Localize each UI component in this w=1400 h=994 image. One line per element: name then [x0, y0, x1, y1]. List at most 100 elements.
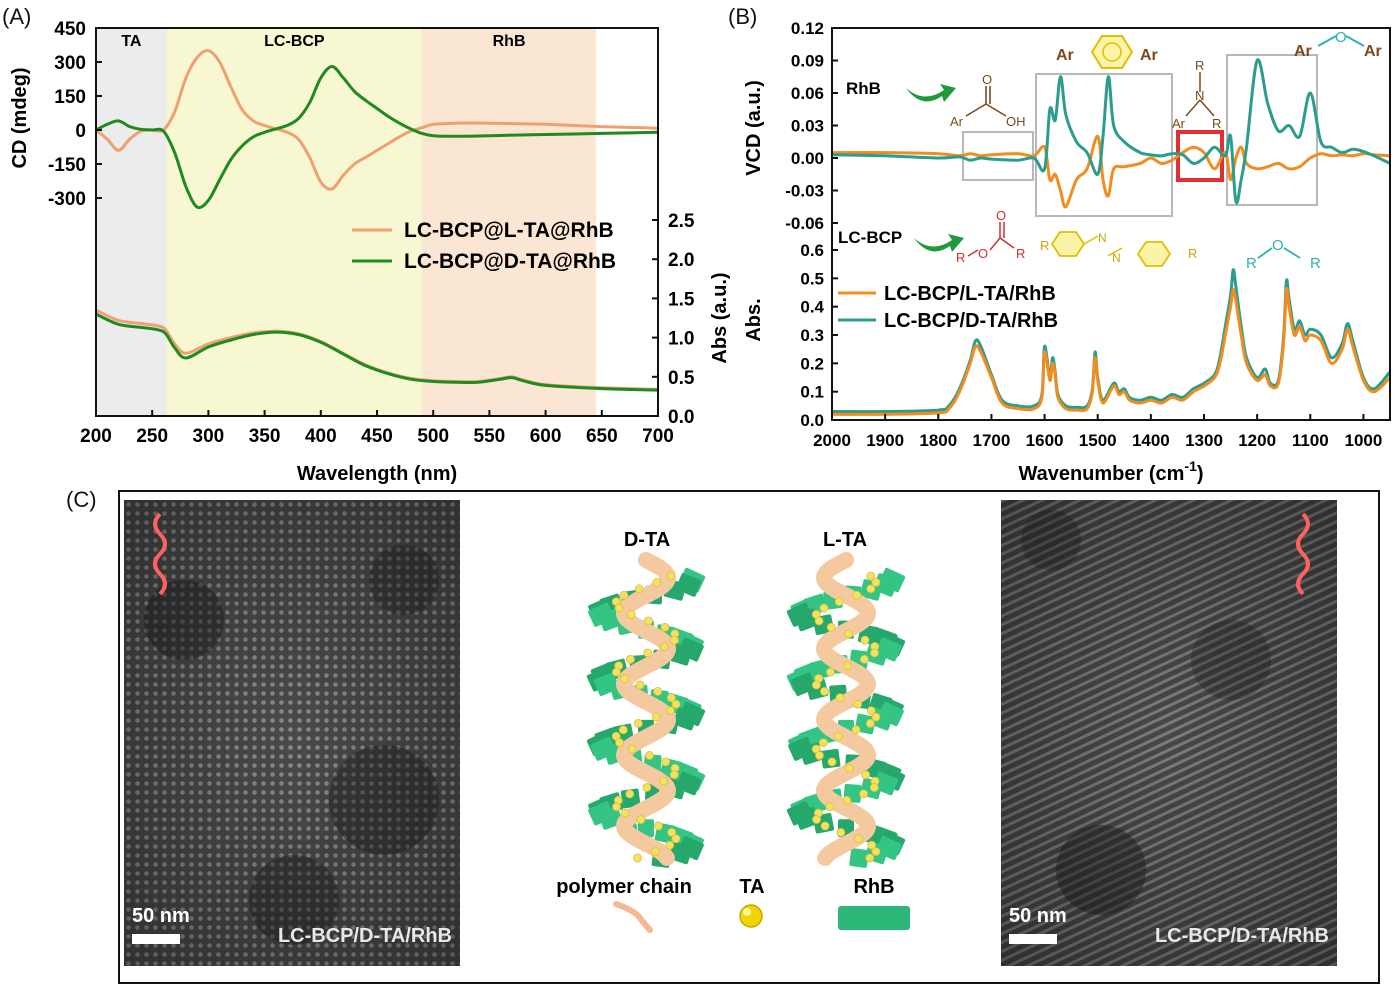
panel-c-letter: (C) [66, 487, 97, 512]
panel-a-cd-series [95, 49, 659, 210]
ta-sphere [635, 680, 645, 690]
ta-sphere [612, 802, 621, 812]
ta-sphere [818, 738, 828, 748]
ta-sphere [860, 635, 870, 645]
b-xtick-label: 1600 [1026, 431, 1064, 450]
azo-ring-right-icon [1136, 241, 1172, 267]
rhb-block-icon [838, 906, 910, 930]
polymer-chain-path [615, 552, 677, 866]
a-xtick-label: 600 [530, 426, 562, 447]
left-scale-bar [132, 934, 180, 944]
b-xtick-label: 1100 [1292, 431, 1329, 450]
amine-n: N [1195, 88, 1204, 103]
ta-sphere [619, 590, 629, 600]
panel-c-helix-illustration: D-TA L-TA polymer chain TA RhB [556, 529, 910, 933]
band-rhb [421, 28, 597, 416]
panel-b-vcd-series [831, 58, 1391, 209]
a-xtick-label: 200 [80, 426, 112, 447]
panel-b-xlabel: Wavenumber (cm-1) [1018, 458, 1203, 485]
panel-a-abs-series [95, 308, 659, 392]
ether-ar-right: Ar [1364, 43, 1382, 60]
ta-sphere [667, 827, 677, 837]
b-xtick-label: 1900 [866, 431, 904, 450]
ta-sphere [652, 578, 662, 587]
ta-sphere [626, 654, 635, 664]
ta-sphere [660, 622, 670, 632]
panel-b-letter: (B) [728, 4, 758, 29]
ta-sphere [618, 725, 628, 735]
abs-lcbcp-label: LC-BCP [838, 228, 902, 247]
amine-r-top: R [1195, 58, 1204, 73]
a-ytick-cd-label: 150 [54, 87, 86, 108]
ta-sphere [620, 674, 629, 683]
ta-sphere [871, 847, 881, 856]
panel-a-ylabel-right: Abs (a.u.) [709, 272, 731, 363]
ta-sphere [845, 763, 854, 773]
benzene-ring-inner [1102, 42, 1122, 62]
band-label-ta: TA [121, 33, 142, 50]
a-ytick-cd-label: 300 [54, 53, 86, 74]
right-helix-symbol-icon [1296, 512, 1310, 596]
b-ytick-abs-label: 0.0 [800, 411, 824, 430]
legend-ta: TA [739, 876, 764, 898]
b-ytick-vcd-label: 0.00 [791, 149, 824, 168]
ta-sphere [820, 686, 829, 696]
b-xtick-label: 1300 [1185, 431, 1223, 450]
ta-sphere [614, 603, 624, 613]
polymer-chain-icon [613, 901, 653, 933]
ta-sphere [843, 661, 853, 671]
ta-sphere [654, 821, 663, 831]
panel-b-ylabel-bottom: Abs. [743, 298, 765, 341]
left-helix-symbol-icon [153, 512, 167, 596]
ester-o-double: O [996, 208, 1006, 223]
a-xtick-label: 300 [193, 426, 225, 447]
b-abs-line-0 [831, 286, 1392, 416]
cooh-oh-label: OH [1006, 114, 1026, 129]
ta-sphere [812, 815, 821, 824]
ester-o-single: O [978, 246, 988, 261]
ta-sphere [665, 706, 675, 715]
amine-r-right: R [1212, 116, 1221, 131]
ta-sphere [861, 770, 871, 780]
ta-sphere [825, 802, 835, 812]
b-ytick-abs-label: 0.3 [800, 326, 824, 345]
panel-a-letter: (A) [2, 4, 32, 29]
band-ta [96, 28, 167, 416]
azo-bridge-icon [1083, 235, 1123, 257]
ta-sphere [826, 667, 835, 677]
panel-a-ticks: 200 250 300 350 400 450 500 550 600 650 700 450 300 1… [48, 19, 695, 447]
b-ytick-abs-label: 0.4 [800, 298, 824, 317]
ta-sphere [625, 789, 635, 799]
legend-polymer-chain: polymer chain [556, 876, 692, 898]
ta-sphere [671, 834, 681, 844]
ror-o: O [1272, 237, 1284, 254]
ether-ar-left: Ar [1294, 43, 1312, 60]
ta-sphere [666, 693, 676, 703]
a-xtick-label: 250 [136, 426, 168, 447]
ta-sphere [636, 815, 646, 824]
ta-sphere [842, 795, 852, 805]
right-sample-label: LC-BCP/D-TA/RhB [1154, 925, 1329, 947]
b-ytick-abs-label: 0.1 [800, 383, 824, 402]
ta-sphere [834, 597, 844, 607]
ta-sphere [866, 706, 876, 715]
band-label-lc-bcp: LC-BCP [264, 33, 325, 50]
ta-sphere [853, 699, 863, 709]
amine-ar: Ar [1172, 116, 1186, 131]
b-ytick-vcd-label: 0.09 [791, 52, 824, 71]
ta-sphere [642, 783, 652, 792]
ta-sphere [814, 616, 824, 626]
a-xtick-label: 550 [474, 426, 506, 447]
vcd-line-1 [831, 58, 1391, 205]
b-legend-label-d: LC-BCP/D-TA/RhB [884, 310, 1058, 332]
panel-a-chart: TA LC-BCP RhB 200 250 300 350 400 450 500 550 600 6… [9, 19, 731, 485]
right-scale-text: 50 nm [1009, 905, 1067, 927]
cd-line-1 [95, 64, 659, 210]
legend-rhb: RhB [853, 876, 894, 898]
a-ytick-abs-label: 2.0 [668, 250, 694, 271]
ta-sphere [836, 827, 846, 837]
b-ytick-vcd-label: -0.06 [785, 214, 824, 233]
a-ytick-cd-label: -150 [48, 155, 86, 176]
b-ytick-vcd-label: 0.12 [791, 19, 824, 38]
b-xtick-label: 1200 [1238, 431, 1276, 450]
